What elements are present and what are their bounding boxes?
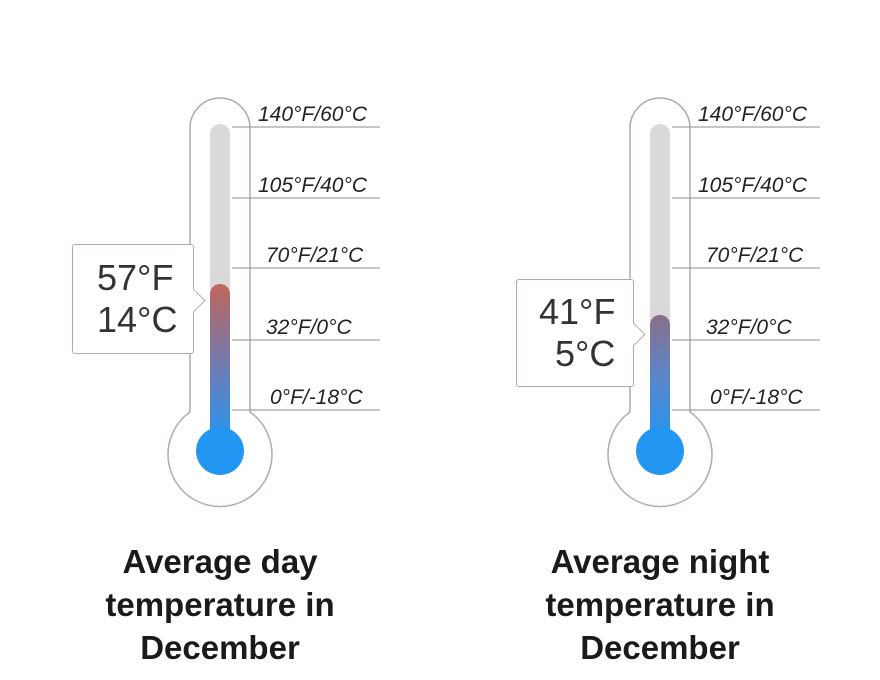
scale-label-32f: 32°F/0°C <box>706 316 792 339</box>
reading-celsius: 5°C <box>555 333 616 374</box>
scale-label-140f: 140°F/60°C <box>258 103 368 126</box>
reading-fahrenheit: 41°F <box>539 290 616 332</box>
scale-label-0f: 0°F/-18°C <box>710 386 803 409</box>
scale-lines <box>672 126 820 411</box>
scale-lines <box>232 126 380 411</box>
night-caption: Average night temperature in December <box>545 543 775 666</box>
mercury-column <box>650 314 670 444</box>
mercury-bulb <box>196 427 244 475</box>
thermometer-graphic <box>167 97 380 508</box>
scale-label-32f: 32°F/0°C <box>266 316 352 339</box>
day-caption: Average day temperature in December <box>105 543 335 666</box>
night-thermometer: 140°F/60°C 105°F/40°C 70°F/21°C 32°F/0°C… <box>440 0 880 680</box>
mercury-column <box>210 284 230 444</box>
scale-label-140f: 140°F/60°C <box>698 103 808 126</box>
scale-label-70f: 70°F/21°C <box>266 244 364 267</box>
reading-fahrenheit: 57°F <box>97 256 174 298</box>
reading-celsius: 14°C <box>97 299 178 340</box>
day-temperature-readout: 57°F 14°C <box>72 244 206 354</box>
thermometer-graphic <box>607 97 820 508</box>
scale-label-0f: 0°F/-18°C <box>270 386 363 409</box>
day-thermometer: 140°F/60°C 105°F/40°C 70°F/21°C 32°F/0°C… <box>72 97 380 666</box>
scale-label-105f: 105°F/40°C <box>258 174 368 197</box>
night-temperature-readout: 41°F 5°C <box>516 279 646 387</box>
scale-label-105f: 105°F/40°C <box>698 174 808 197</box>
scale-label-70f: 70°F/21°C <box>706 244 804 267</box>
mercury-bulb <box>636 427 684 475</box>
